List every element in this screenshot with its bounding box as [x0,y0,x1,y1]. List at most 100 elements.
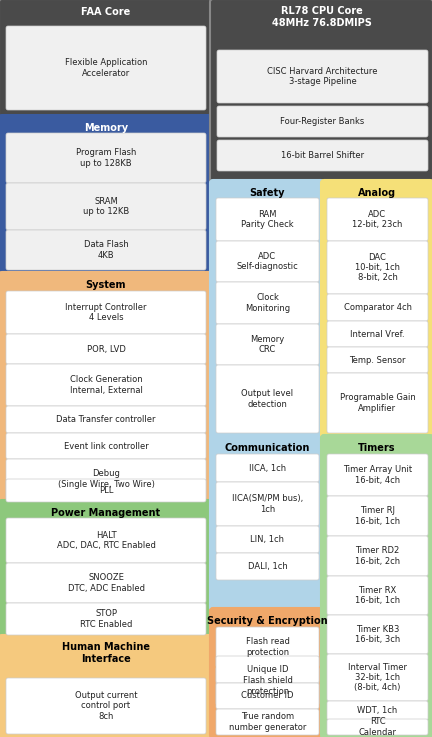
Text: Event link controller: Event link controller [64,441,148,450]
Text: Communication: Communication [224,442,310,453]
FancyBboxPatch shape [6,406,206,433]
FancyBboxPatch shape [6,479,206,502]
FancyBboxPatch shape [327,701,428,720]
Text: Security & Encryption: Security & Encryption [206,615,327,626]
Text: Timer RX
16-bit, 1ch: Timer RX 16-bit, 1ch [355,586,400,605]
FancyBboxPatch shape [210,0,432,183]
FancyBboxPatch shape [321,435,432,737]
Text: POR, LVD: POR, LVD [86,344,125,354]
FancyBboxPatch shape [6,433,206,459]
Text: RTC
Calendar: RTC Calendar [359,717,397,737]
Text: Timer RJ
16-bit, 1ch: Timer RJ 16-bit, 1ch [355,506,400,525]
FancyBboxPatch shape [217,140,428,171]
Text: RL78 CPU Core
48MHz 76.8DMIPS: RL78 CPU Core 48MHz 76.8DMIPS [272,6,372,28]
FancyBboxPatch shape [6,459,206,499]
FancyBboxPatch shape [327,198,428,241]
Text: DALI, 1ch: DALI, 1ch [248,562,287,571]
Text: SNOOZE
DTC, ADC Enabled: SNOOZE DTC, ADC Enabled [67,573,144,593]
Text: Human Machine
Interface: Human Machine Interface [62,642,150,664]
FancyBboxPatch shape [6,364,206,406]
FancyBboxPatch shape [6,183,206,230]
FancyBboxPatch shape [0,635,213,737]
Text: Programable Gain
Amplifier: Programable Gain Amplifier [340,394,416,413]
Text: System: System [86,279,126,290]
Text: Interval Timer
32-bit, 1ch
(8-bit, 4ch): Interval Timer 32-bit, 1ch (8-bit, 4ch) [348,663,407,692]
Text: Timer KB3
16-bit, 3ch: Timer KB3 16-bit, 3ch [355,625,400,644]
Text: 16-bit Barrel Shifter: 16-bit Barrel Shifter [281,151,364,160]
Text: HALT
ADC, DAC, RTC Enabled: HALT ADC, DAC, RTC Enabled [57,531,156,551]
FancyBboxPatch shape [327,576,428,615]
FancyBboxPatch shape [327,496,428,536]
Text: RAM
Parity Check: RAM Parity Check [241,210,294,229]
FancyBboxPatch shape [321,180,432,438]
Text: PLL: PLL [99,486,113,495]
FancyBboxPatch shape [6,26,206,110]
FancyBboxPatch shape [6,678,206,734]
FancyBboxPatch shape [327,615,428,654]
FancyBboxPatch shape [216,526,319,553]
FancyBboxPatch shape [0,500,213,638]
FancyBboxPatch shape [216,365,319,433]
Text: Clock Generation
Internal, External: Clock Generation Internal, External [70,375,143,395]
FancyBboxPatch shape [6,133,206,183]
FancyBboxPatch shape [6,603,206,635]
FancyBboxPatch shape [0,115,213,275]
FancyBboxPatch shape [6,563,206,603]
FancyBboxPatch shape [327,536,428,576]
FancyBboxPatch shape [216,454,319,482]
FancyBboxPatch shape [327,654,428,701]
FancyBboxPatch shape [216,241,319,282]
FancyBboxPatch shape [327,454,428,496]
FancyBboxPatch shape [216,683,319,709]
Text: Temp. Sensor: Temp. Sensor [349,355,406,365]
FancyBboxPatch shape [210,180,324,438]
Text: Interrupt Controller
4 Levels: Interrupt Controller 4 Levels [65,303,147,322]
Text: CISC Harvard Architecture
3-stage Pipeline: CISC Harvard Architecture 3-stage Pipeli… [267,67,378,86]
Text: Timers: Timers [358,442,396,453]
Text: Comparator 4ch: Comparator 4ch [343,303,412,312]
Text: Flash shield
protection: Flash shield protection [242,677,292,696]
Text: ADC
Self-diagnostic: ADC Self-diagnostic [237,252,299,271]
Text: Timer RD2
16-bit, 2ch: Timer RD2 16-bit, 2ch [355,546,400,566]
Text: True random
number generator: True random number generator [229,712,306,732]
FancyBboxPatch shape [0,272,213,503]
FancyBboxPatch shape [6,334,206,364]
FancyBboxPatch shape [327,373,428,433]
Text: Memory
CRC: Memory CRC [251,335,285,354]
FancyBboxPatch shape [210,608,324,737]
FancyBboxPatch shape [327,294,428,321]
Text: SRAM
up to 12KB: SRAM up to 12KB [83,197,129,216]
FancyBboxPatch shape [0,0,213,118]
FancyBboxPatch shape [216,667,319,705]
Text: Internal Vref.: Internal Vref. [350,329,405,338]
Text: IICA(SM/PM bus),
1ch: IICA(SM/PM bus), 1ch [232,495,303,514]
Text: Program Flash
up to 128KB: Program Flash up to 128KB [76,148,136,168]
Text: Analog: Analog [358,187,396,198]
Text: Output level
detection: Output level detection [241,389,294,409]
FancyBboxPatch shape [217,106,428,137]
Text: Customer ID: Customer ID [241,691,294,700]
Text: Output current
control port
8ch: Output current control port 8ch [75,691,137,721]
FancyBboxPatch shape [216,482,319,526]
Text: Safety: Safety [249,187,285,198]
Text: FAA Core: FAA Core [81,7,130,16]
FancyBboxPatch shape [6,518,206,563]
Text: Timer Array Unit
16-bit, 4ch: Timer Array Unit 16-bit, 4ch [343,465,412,485]
Text: STOP
RTC Enabled: STOP RTC Enabled [80,609,132,629]
Text: Power Management: Power Management [51,508,161,517]
Text: DAC
10-bit, 1ch
8-bit, 2ch: DAC 10-bit, 1ch 8-bit, 2ch [355,253,400,282]
Text: Unique ID: Unique ID [247,665,288,674]
FancyBboxPatch shape [216,656,319,683]
Text: Data Flash
4KB: Data Flash 4KB [84,240,128,259]
Text: LIN, 1ch: LIN, 1ch [251,535,285,544]
FancyBboxPatch shape [327,719,428,735]
FancyBboxPatch shape [216,198,319,241]
FancyBboxPatch shape [216,282,319,324]
Text: Memory: Memory [84,122,128,133]
FancyBboxPatch shape [327,241,428,294]
Text: Four-Register Banks: Four-Register Banks [280,117,365,126]
FancyBboxPatch shape [6,230,206,270]
FancyBboxPatch shape [6,291,206,334]
FancyBboxPatch shape [216,627,319,667]
Text: Clock
Monitoring: Clock Monitoring [245,293,290,312]
